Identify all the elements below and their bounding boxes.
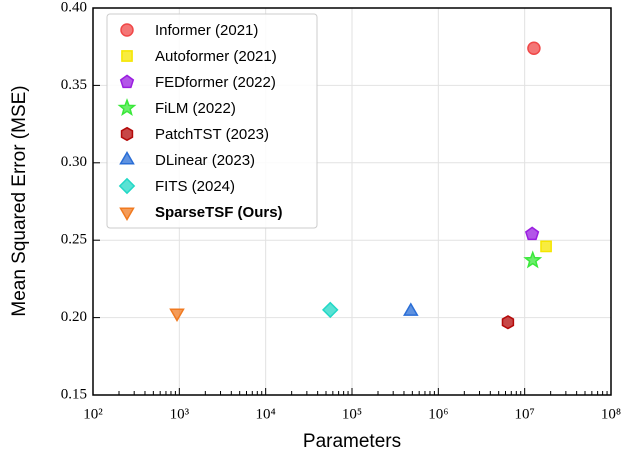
x-axis-label: Parameters: [303, 431, 401, 452]
legend-label: DLinear (2023): [155, 152, 255, 169]
data-point: [527, 41, 541, 55]
x-tick-label: 10²: [83, 406, 103, 422]
y-tick-label: 0.20: [61, 309, 87, 325]
y-tick-label: 0.30: [61, 154, 87, 170]
y-tick-label: 0.25: [61, 232, 87, 248]
legend-label: Informer (2021): [155, 22, 258, 39]
data-point: [540, 240, 552, 253]
x-tick-label: 10³: [170, 406, 190, 422]
legend-label: FiLM (2022): [155, 100, 236, 117]
x-tick-label: 10⁵: [342, 406, 362, 422]
y-axis-label: Mean Squared Error (MSE): [9, 85, 30, 316]
legend-marker: [119, 207, 135, 221]
data-point: [524, 226, 540, 241]
x-tick-label: 10⁴: [256, 406, 276, 422]
legend-marker: [117, 98, 137, 117]
legend-label: FITS (2024): [155, 178, 235, 195]
legend-marker: [119, 74, 135, 89]
y-tick-label: 0.35: [61, 77, 87, 93]
legend-label: PatchTST (2023): [155, 126, 269, 143]
x-tick-label: 10⁶: [428, 406, 448, 422]
legend-marker: [118, 177, 136, 195]
legend-marker: [120, 23, 134, 37]
legend-marker: [119, 151, 135, 165]
x-tick-label: 10⁸: [601, 406, 621, 422]
x-tick-label: 10⁷: [515, 406, 535, 422]
legend-marker: [121, 50, 133, 62]
legend-box: [106, 13, 318, 229]
data-point: [321, 301, 339, 319]
legend-marker: [120, 126, 134, 142]
data-point: [501, 315, 515, 330]
data-point: [169, 308, 185, 322]
legend-label: SparseTSF (Ours): [155, 204, 283, 221]
data-point: [403, 302, 419, 316]
y-tick-label: 0.40: [61, 0, 87, 15]
legend-label: FEDformer (2022): [155, 74, 276, 91]
plot-frame: [92, 7, 612, 396]
data-point: [523, 250, 543, 269]
y-tick-label: 0.15: [61, 386, 87, 402]
legend-label: Autoformer (2021): [155, 48, 277, 65]
legend: Informer (2021) Autoformer (2021) FEDforme…: [106, 13, 318, 229]
